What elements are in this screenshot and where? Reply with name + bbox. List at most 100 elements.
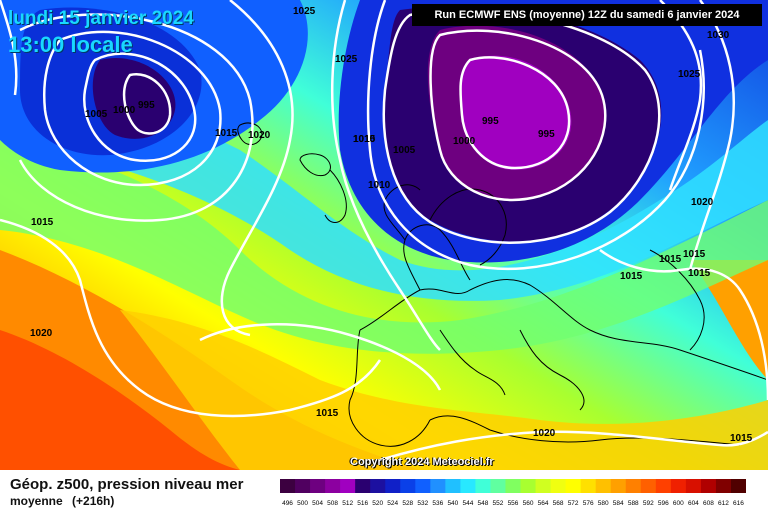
scale-swatch xyxy=(370,479,386,493)
isobar-label: 1010 xyxy=(353,134,376,145)
scale-label: 572 xyxy=(568,500,579,507)
scale-label: 600 xyxy=(673,500,684,507)
parameter-caption: Géop. z500, pression niveau mer xyxy=(10,476,244,493)
scale-swatch xyxy=(580,479,597,493)
isobar-label: 1020 xyxy=(691,197,714,208)
isobar-label: 995 xyxy=(482,116,499,127)
isobar-label: 1015 xyxy=(316,408,339,419)
isobar-label: 1015 xyxy=(730,433,753,444)
isobar-label: 1000 xyxy=(113,105,136,116)
isobars xyxy=(0,0,768,460)
scale-swatch xyxy=(505,479,522,493)
scale-label: 504 xyxy=(312,500,323,507)
isobar-labels: 1025 1030 1025 1025 1005 1000 995 1015 1… xyxy=(30,6,753,444)
scale-label: 592 xyxy=(643,500,654,507)
isobar-label: 1005 xyxy=(393,145,416,156)
scale-swatch xyxy=(730,479,746,493)
model-run-banner: Run ECMWF ENS (moyenne) 12Z du samedi 6 … xyxy=(412,4,762,26)
color-scale-legend: 496 500 504 508 512 516 520 524 528 532 536 540 544 5… xyxy=(280,479,746,507)
forecast-time: 13:00 locale xyxy=(8,32,133,57)
scale-label: 516 xyxy=(357,500,368,507)
isobar-label: 1025 xyxy=(678,69,701,80)
isobar-label: 1015 xyxy=(31,217,54,228)
scale-label: 532 xyxy=(417,500,428,507)
scale-swatch xyxy=(670,479,687,493)
low-nw-core xyxy=(92,58,176,139)
scale-label: 596 xyxy=(658,500,669,507)
scale-label: 552 xyxy=(493,500,504,507)
scale-label: 584 xyxy=(613,500,624,507)
scale-swatch xyxy=(445,479,461,493)
scale-swatch xyxy=(475,479,491,493)
scale-label: 512 xyxy=(342,500,353,507)
scale-swatch xyxy=(385,479,401,493)
low-scandinavia-core xyxy=(460,55,572,170)
scale-label: 588 xyxy=(628,500,639,507)
green-field-belt xyxy=(0,140,768,354)
scale-swatch xyxy=(700,479,717,493)
scale-label: 564 xyxy=(538,500,549,507)
scale-label: 568 xyxy=(553,500,564,507)
yellow-field-south xyxy=(120,310,768,470)
isobar-label: 1015 xyxy=(620,271,643,282)
scale-swatch xyxy=(535,479,552,493)
scale-swatch xyxy=(595,479,612,493)
isobar-label: 1020 xyxy=(533,428,556,439)
scale-swatch xyxy=(565,479,582,493)
coastlines xyxy=(237,122,768,447)
isobar-label: 1015 xyxy=(353,134,376,145)
scale-swatch xyxy=(325,479,341,493)
scale-swatch xyxy=(355,479,371,493)
isobar-label: 1020 xyxy=(248,130,271,141)
scale-swatch xyxy=(520,479,537,493)
scale-swatch xyxy=(280,479,296,493)
isobar-label: 1005 xyxy=(85,109,108,120)
isobar-label: 1025 xyxy=(335,54,358,65)
warm-field-east xyxy=(690,260,768,380)
scale-swatch xyxy=(625,479,642,493)
scale-label: 576 xyxy=(583,500,594,507)
geopotential-map: 1025 1030 1025 1025 1005 1000 995 1015 1… xyxy=(0,0,768,470)
lead-time-label: (+216h) xyxy=(72,494,115,508)
scale-swatch xyxy=(295,479,311,493)
isobar-label: 1015 xyxy=(215,128,238,139)
scale-label: 508 xyxy=(327,500,338,507)
scale-label: 524 xyxy=(387,500,398,507)
isobar-label: 1025 xyxy=(293,6,316,17)
scale-swatch xyxy=(685,479,702,493)
isobar-label: 995 xyxy=(138,100,155,111)
scale-label: 540 xyxy=(447,500,458,507)
isobar-label: 1020 xyxy=(30,328,53,339)
isobar-label: 995 xyxy=(538,129,555,140)
scale-swatch xyxy=(460,479,476,493)
scale-label: 604 xyxy=(688,500,699,507)
scale-swatch xyxy=(550,479,567,493)
isobar-label: 1030 xyxy=(707,30,730,41)
scale-swatch xyxy=(490,479,506,493)
isobar-label: 1000 xyxy=(453,136,476,147)
scale-label: 536 xyxy=(432,500,443,507)
copyright-text: Copyright 2024 Meteociel.fr xyxy=(350,456,494,468)
scale-swatch xyxy=(655,479,672,493)
scale-label: 544 xyxy=(462,500,473,507)
scale-swatch xyxy=(310,479,326,493)
scale-label: 548 xyxy=(478,500,489,507)
scale-swatch xyxy=(640,479,657,493)
isobar-label: 1015 xyxy=(683,249,706,260)
scale-label: 520 xyxy=(372,500,383,507)
hot-field-sw xyxy=(0,330,240,470)
scale-label: 560 xyxy=(523,500,534,507)
scale-label: 616 xyxy=(733,500,744,507)
isobar-label: 1015 xyxy=(659,254,682,265)
scale-swatch xyxy=(415,479,431,493)
scale-label: 556 xyxy=(508,500,519,507)
scale-label: 496 xyxy=(282,500,293,507)
scale-label: 528 xyxy=(402,500,413,507)
type-label: moyenne xyxy=(10,494,63,508)
forecast-date: lundi 15 janvier 2024 xyxy=(8,8,194,29)
scale-swatch xyxy=(430,479,446,493)
scale-swatch xyxy=(610,479,627,493)
scale-swatch xyxy=(340,479,356,493)
scale-label: 608 xyxy=(703,500,714,507)
isobar-label: 1015 xyxy=(688,268,711,279)
